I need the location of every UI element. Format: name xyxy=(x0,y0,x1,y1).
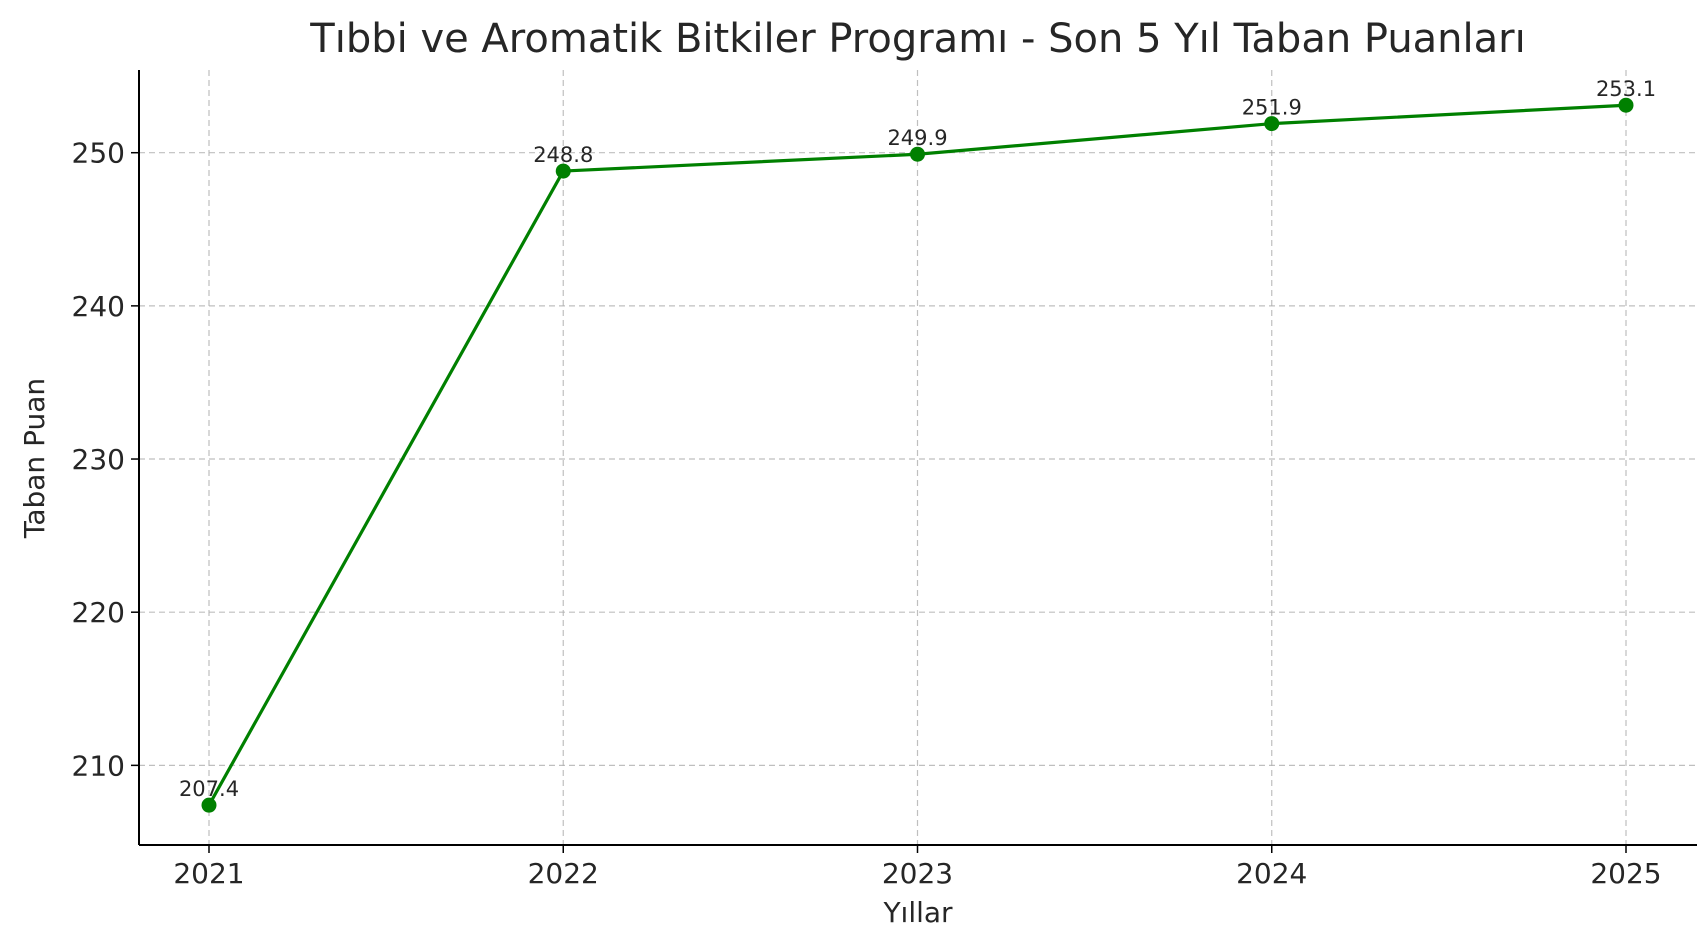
data-point xyxy=(910,146,925,162)
data-point xyxy=(1264,116,1280,132)
data-point xyxy=(1618,97,1634,113)
x-tick-label: 2024 xyxy=(1236,857,1307,890)
y-tick-label: 250 xyxy=(72,137,125,170)
x-tick-label: 2025 xyxy=(1590,857,1661,890)
x-axis-label: Yıllar xyxy=(882,896,953,929)
x-tick-label: 2023 xyxy=(882,857,953,890)
data-label: 248.8 xyxy=(533,143,593,167)
data-label: 249.9 xyxy=(887,126,947,150)
y-tick-label: 230 xyxy=(72,443,125,476)
y-tick-label: 240 xyxy=(72,290,125,323)
data-label: 253.1 xyxy=(1596,77,1656,101)
y-tick-label: 210 xyxy=(72,749,125,782)
data-labels: 207.4 248.8 249.9 251.9 253.1 xyxy=(179,77,1656,801)
chart-title: Tıbbi ve Aromatik Bitkiler Programı - So… xyxy=(309,16,1525,62)
data-label: 207.4 xyxy=(179,777,239,801)
ticks: 2021 2022 2023 2024 2025 210 220 230 240 250 xyxy=(72,137,1662,890)
data-label: 251.9 xyxy=(1242,96,1302,120)
x-tick-label: 2021 xyxy=(173,857,244,890)
x-tick-label: 2022 xyxy=(528,857,599,890)
y-axis-label: Taban Puan xyxy=(18,378,51,539)
y-tick-label: 220 xyxy=(72,596,125,629)
series xyxy=(201,97,1634,813)
data-point xyxy=(555,163,571,179)
axes xyxy=(138,70,1697,846)
data-point xyxy=(201,797,217,813)
grid xyxy=(139,70,1697,845)
